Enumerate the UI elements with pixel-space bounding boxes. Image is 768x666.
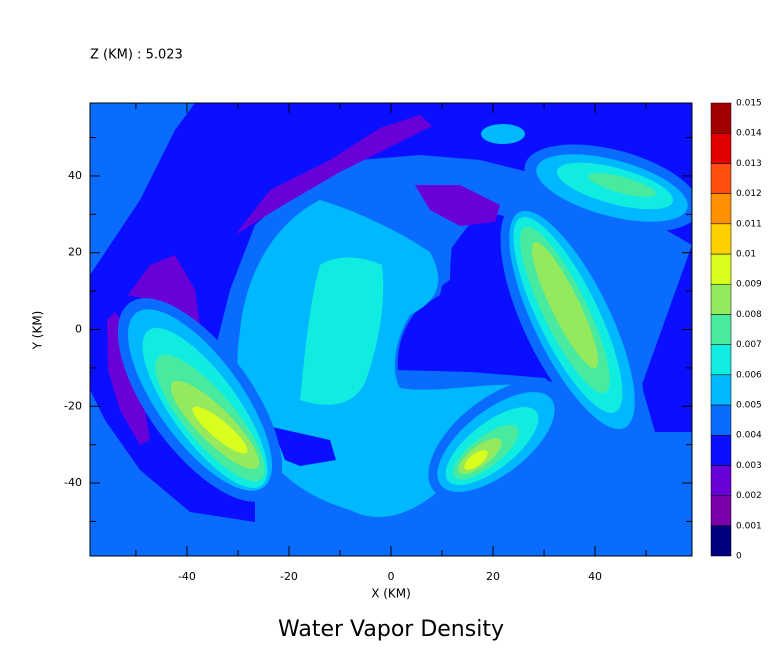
colorbar-label: 0.006 [736, 370, 762, 380]
contour-band [300, 257, 384, 405]
colorbar-box [710, 404, 732, 436]
y-tick-label: -20 [64, 399, 82, 412]
colorbar-box [710, 314, 732, 345]
colorbar-label: 0.01 [736, 250, 756, 260]
contour-band [235, 115, 432, 235]
colorbar-box [710, 102, 732, 134]
contour-band [531, 241, 599, 369]
colorbar-box [710, 344, 732, 376]
y-tick-label: 20 [68, 246, 82, 259]
contour-field [90, 103, 692, 556]
colorbar-label: 0.009 [736, 280, 762, 290]
contour-band [272, 427, 336, 466]
colorbar-label: 0.011 [736, 219, 762, 229]
colorbar-box [710, 223, 732, 255]
contour-band [464, 450, 488, 470]
chart-title: Water Vapor Density [278, 617, 504, 642]
colorbar-label: 0.005 [736, 401, 762, 411]
colorbar-box [710, 283, 732, 315]
colorbar-box [710, 374, 732, 406]
x-tick-label: 40 [588, 570, 602, 583]
contour-band [192, 406, 248, 454]
contour-band [128, 255, 200, 326]
colorbar-label: 0.012 [736, 189, 762, 199]
contour-band [415, 185, 500, 226]
chart-subtitle: Z (KM) : 5.023 [90, 48, 183, 63]
y-axis-label: Y (KM) [31, 311, 45, 351]
colorbar-label: 0.002 [736, 491, 762, 501]
contour-band [481, 124, 525, 144]
x-tick-label: -20 [280, 570, 298, 583]
x-tick-label: 0 [388, 570, 395, 583]
colorbar-label: 0.008 [736, 310, 762, 320]
colorbar-box [710, 163, 732, 194]
colorbar-box [710, 193, 732, 225]
colorbar-label: 0.003 [736, 461, 762, 471]
colorbar-label: 0 [736, 552, 742, 562]
colorbar-box [710, 525, 732, 557]
x-tick-label: 20 [486, 570, 500, 583]
contour-band [90, 103, 692, 522]
x-axis-label: X (KM) [371, 587, 411, 601]
colorbar-box [710, 434, 732, 466]
x-tick-label: -40 [178, 570, 196, 583]
colorbar-label: 0.015 [736, 99, 762, 109]
colorbar-label: 0.007 [736, 340, 762, 350]
colorbar-box [710, 132, 732, 164]
colorbar-box [710, 253, 732, 285]
contour-band [588, 173, 656, 197]
contour-band [107, 312, 150, 445]
colorbar-label: 0.014 [736, 129, 762, 139]
colorbar-label: 0.001 [736, 521, 762, 531]
y-tick-label: 0 [75, 323, 82, 336]
y-tick-label: 40 [68, 169, 82, 182]
colorbar-label: 0.013 [736, 159, 762, 169]
colorbar-label: 0.004 [736, 431, 762, 441]
colorbar-box [710, 465, 732, 496]
y-tick-label: -40 [64, 476, 82, 489]
colorbar-box [710, 495, 732, 527]
